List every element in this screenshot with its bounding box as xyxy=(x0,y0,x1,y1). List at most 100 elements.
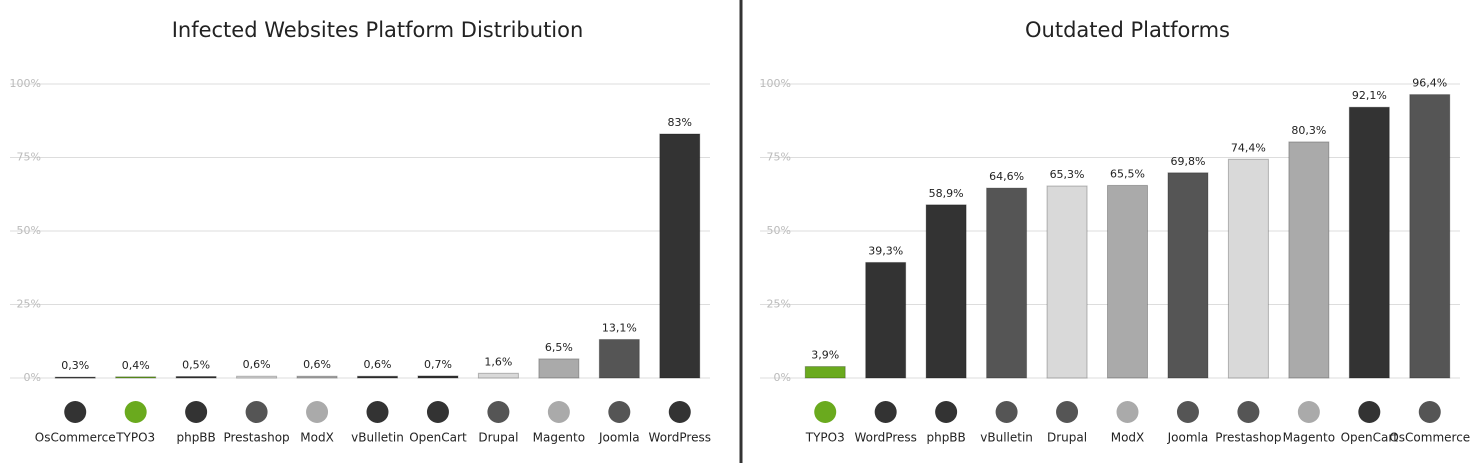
value-label: 80,3% xyxy=(1291,124,1326,137)
value-label: 65,5% xyxy=(1110,167,1145,180)
bar xyxy=(236,375,278,379)
x-tick-label: Magento xyxy=(533,431,585,445)
chart-title: Infected Websites Platform Distribution xyxy=(172,18,584,42)
platform-icon xyxy=(487,401,510,423)
x-tick-label: Drupal xyxy=(1047,431,1087,445)
value-label: 0,3% xyxy=(61,359,89,372)
platform-icon xyxy=(185,401,208,423)
platform-icon xyxy=(995,401,1018,423)
bar xyxy=(865,261,907,379)
bar xyxy=(54,376,96,379)
platform-icon xyxy=(1176,401,1199,423)
x-tick-label: vBulletin xyxy=(351,431,404,445)
value-label: 92,1% xyxy=(1352,89,1387,102)
y-tick-label: 100% xyxy=(760,77,791,90)
bar xyxy=(357,375,398,379)
platform-icon xyxy=(1358,401,1381,423)
platform-icon xyxy=(668,401,691,423)
x-tick-label: WordPress xyxy=(854,431,916,445)
bar xyxy=(1348,106,1390,379)
value-label: 58,9% xyxy=(929,187,964,200)
value-label: 3,9% xyxy=(811,349,839,362)
platform-icon xyxy=(935,401,958,423)
value-label: 64,6% xyxy=(989,170,1024,183)
bar xyxy=(538,358,580,379)
value-label: 0,6% xyxy=(243,358,271,371)
x-tick-label: ModX xyxy=(300,431,334,445)
bar xyxy=(1167,172,1209,379)
bar xyxy=(598,338,640,379)
value-label: 65,3% xyxy=(1050,168,1085,181)
platform-icon xyxy=(1418,401,1441,423)
x-tick-label: Prestashop xyxy=(223,431,289,445)
bar xyxy=(1409,94,1451,379)
value-label: 0,6% xyxy=(364,358,392,371)
x-tick-label: TYPO3 xyxy=(805,431,845,445)
x-tick-label: phpBB xyxy=(926,431,965,445)
x-tick-label: OsCommerce xyxy=(1389,431,1470,445)
bar xyxy=(659,133,701,379)
value-label: 1,6% xyxy=(484,355,512,368)
value-label: 69,8% xyxy=(1170,155,1205,168)
x-tick-label: OpenCart xyxy=(1341,431,1399,445)
bar xyxy=(1046,185,1088,379)
value-label: 96,4% xyxy=(1412,77,1447,90)
bar xyxy=(417,375,459,379)
platform-icon xyxy=(124,401,147,423)
bar xyxy=(115,376,157,379)
platform-icon xyxy=(1237,401,1260,423)
y-tick-label: 25% xyxy=(767,298,791,311)
platform-icon xyxy=(814,401,837,423)
x-tick-label: ModX xyxy=(1111,431,1145,445)
x-tick-label: Magento xyxy=(1283,431,1335,445)
y-tick-label: 75% xyxy=(767,151,791,164)
x-tick-label: OsCommerce xyxy=(35,431,116,445)
x-tick-label: Prestashop xyxy=(1215,431,1281,445)
platform-icon xyxy=(64,401,87,423)
y-tick-label: 0% xyxy=(24,371,41,384)
bar xyxy=(804,366,846,379)
platform-icon xyxy=(306,401,329,423)
platform-icon xyxy=(547,401,570,423)
bar xyxy=(1107,184,1148,379)
x-tick-label: OpenCart xyxy=(409,431,467,445)
value-label: 83% xyxy=(668,116,692,129)
y-tick-label: 100% xyxy=(10,77,41,90)
y-tick-label: 0% xyxy=(774,371,791,384)
platform-icon xyxy=(1056,401,1079,423)
x-tick-label: TYPO3 xyxy=(115,431,155,445)
value-label: 0,4% xyxy=(122,359,150,372)
platform-icon xyxy=(874,401,897,423)
value-label: 13,1% xyxy=(602,321,637,334)
value-label: 6,5% xyxy=(545,341,573,354)
y-tick-label: 50% xyxy=(17,224,41,237)
value-label: 0,5% xyxy=(182,359,210,372)
bar xyxy=(477,372,519,379)
bar xyxy=(175,376,217,379)
value-label: 74,4% xyxy=(1231,141,1266,154)
x-tick-label: Drupal xyxy=(478,431,518,445)
value-label: 39,3% xyxy=(868,244,903,257)
bar xyxy=(925,204,967,379)
y-tick-label: 75% xyxy=(17,151,41,164)
bar xyxy=(1227,158,1269,379)
value-label: 0,6% xyxy=(303,358,331,371)
platform-icon xyxy=(245,401,268,423)
platform-icon xyxy=(366,401,389,423)
y-tick-label: 50% xyxy=(767,224,791,237)
platform-icon xyxy=(426,401,449,423)
platform-icon xyxy=(1116,401,1139,423)
x-tick-label: vBulletin xyxy=(980,431,1033,445)
platform-icon xyxy=(608,401,631,423)
x-tick-label: phpBB xyxy=(176,431,215,445)
chart-title: Outdated Platforms xyxy=(1025,18,1230,42)
value-label: 0,7% xyxy=(424,358,452,371)
x-tick-label: Joomla xyxy=(598,431,640,445)
platform-icon xyxy=(1297,401,1320,423)
x-tick-label: WordPress xyxy=(649,431,711,445)
bar xyxy=(296,375,338,379)
x-tick-label: Joomla xyxy=(1167,431,1209,445)
bar xyxy=(986,187,1028,379)
y-tick-label: 25% xyxy=(17,298,41,311)
